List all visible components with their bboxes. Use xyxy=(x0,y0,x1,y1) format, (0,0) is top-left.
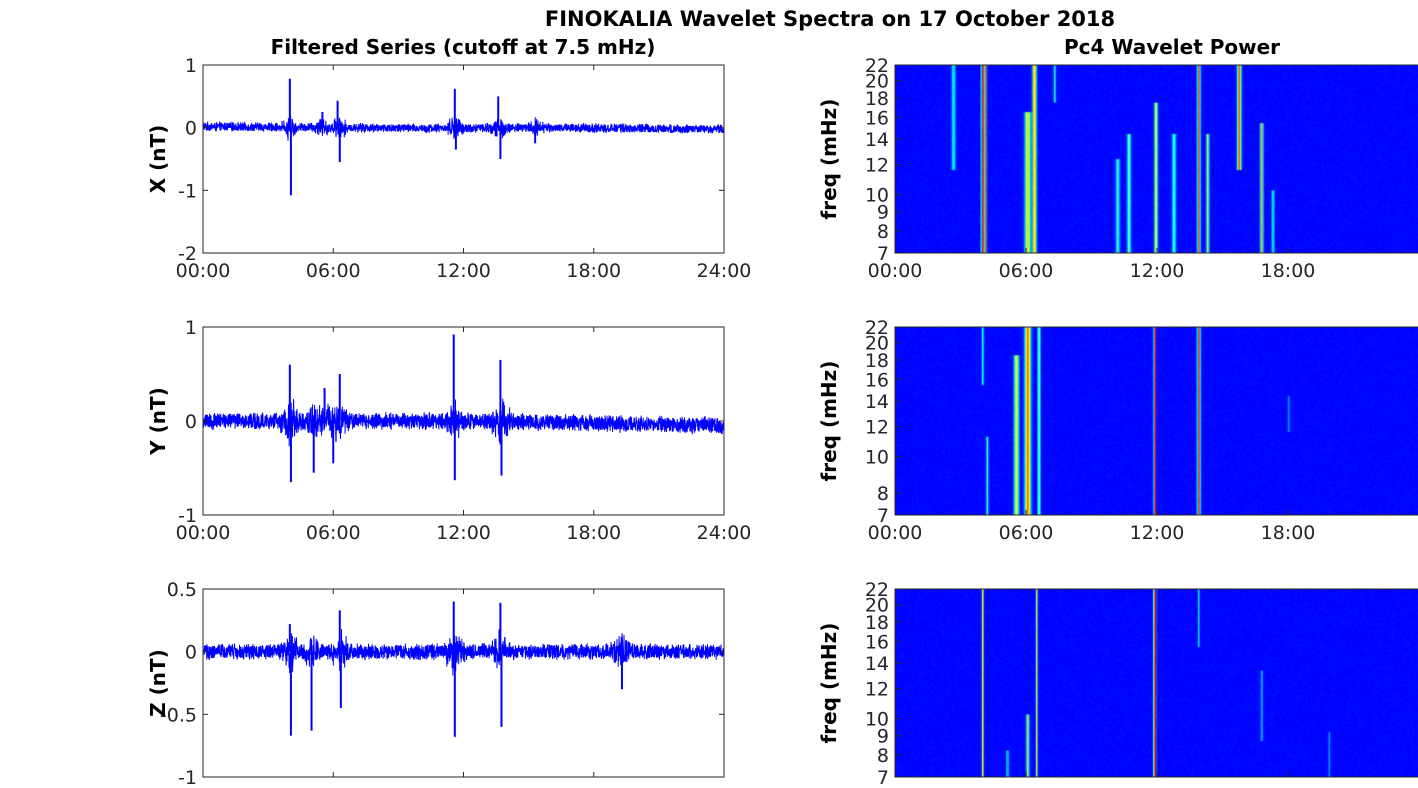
y-tick-label: 0.5 xyxy=(167,579,197,601)
plot-frame xyxy=(894,588,1418,778)
x-tick-label: 00:00 xyxy=(176,522,231,544)
y-tick-label: 8 xyxy=(877,745,889,767)
y-tick-label: 12 xyxy=(865,155,889,177)
y-tick-label: 0 xyxy=(185,411,197,433)
line-panel-y: 1 0 -100:00 06:00 12:00 18:00 24:00 Y (nT) xyxy=(146,317,751,544)
y-axis-label: freq (mHz) xyxy=(817,361,841,482)
wavelet-power-image xyxy=(895,65,1418,253)
y-tick-label: 12 xyxy=(865,417,889,439)
y-axis-label: freq (mHz) xyxy=(817,99,841,220)
y-axis-label: X (nT) xyxy=(146,125,170,194)
y-tick-label: 16 xyxy=(865,631,889,653)
figure-suptitle: FINOKALIA Wavelet Spectra on 17 October … xyxy=(545,7,1115,31)
x-tick-label: 18:00 xyxy=(566,260,621,282)
y-tick-label: 10 xyxy=(865,184,889,206)
x-tick-label: 12:00 xyxy=(436,522,491,544)
y-tick-label: -2 xyxy=(178,243,197,265)
y-tick-label: 1 xyxy=(185,317,197,339)
y-tick-label: 10 xyxy=(865,708,889,730)
line-panel-x: 1 0 -1 -200:00 06:00 12:00 18:00 24:00 X (nT) xyxy=(146,55,751,282)
y-tick-label: 9 xyxy=(877,202,889,224)
plot-area-background xyxy=(203,589,724,777)
y-tick-label: 22 xyxy=(865,55,889,77)
y-tick-label: 18 xyxy=(865,612,889,634)
x-tick-label: 00:00 xyxy=(868,260,923,282)
x-tick-label: 06:00 xyxy=(999,522,1054,544)
y-tick-label: 14 xyxy=(865,391,889,413)
x-tick-label: 00:00 xyxy=(176,260,231,282)
wavelet-power-image xyxy=(895,327,1418,515)
y-tick-label: 9 xyxy=(877,726,889,748)
y-tick-label: 16 xyxy=(865,107,889,129)
y-tick-label: 14 xyxy=(865,129,889,151)
left-column-title: Filtered Series (cutoff at 7.5 mHz) xyxy=(271,35,656,59)
x-tick-label: 18:00 xyxy=(1261,260,1316,282)
y-axis-label: Y (nT) xyxy=(146,387,170,456)
y-tick-label: 1 xyxy=(185,55,197,77)
series-trace xyxy=(203,629,724,677)
y-tick-label: 0 xyxy=(185,642,197,664)
x-tick-label: 24:00 xyxy=(697,522,752,544)
x-tick-label: 12:00 xyxy=(1130,260,1185,282)
x-tick-label: 06:00 xyxy=(306,260,361,282)
y-tick-label: 8 xyxy=(877,221,889,243)
x-tick-label: 24:00 xyxy=(697,260,752,282)
x-tick-label: 12:00 xyxy=(436,260,491,282)
y-tick-label: 16 xyxy=(865,369,889,391)
y-tick-label: 22 xyxy=(865,317,889,339)
y-tick-label: 0 xyxy=(185,118,197,140)
x-tick-label: 00:00 xyxy=(868,522,923,544)
y-tick-label: 20 xyxy=(865,595,889,617)
y-tick-label: -1 xyxy=(178,505,197,527)
x-tick-label: 06:00 xyxy=(306,522,361,544)
y-tick-label: 20 xyxy=(865,333,889,355)
y-tick-label: 12 xyxy=(865,679,889,701)
plot-frame xyxy=(894,64,1418,254)
y-tick-label: 22 xyxy=(865,579,889,601)
x-tick-label: 18:00 xyxy=(1261,522,1316,544)
y-axis-label: freq (mHz) xyxy=(817,623,841,744)
y-tick-label: 7 xyxy=(877,767,889,788)
y-tick-label: -1 xyxy=(178,180,197,202)
y-tick-label: 18 xyxy=(865,88,889,110)
y-tick-label: 20 xyxy=(865,71,889,93)
line-panel-z: 0.5 0 -0.5 -1 Z (nT) xyxy=(146,579,725,788)
x-tick-label: 18:00 xyxy=(566,522,621,544)
y-tick-label: -0.5 xyxy=(160,704,197,726)
y-tick-label: 8 xyxy=(877,483,889,505)
y-tick-label: 10 xyxy=(865,446,889,468)
right-column-title: Pc4 Wavelet Power xyxy=(1064,35,1280,59)
plot-frame xyxy=(894,326,1418,516)
plot-area-background xyxy=(203,65,724,253)
y-tick-label: 18 xyxy=(865,350,889,372)
wavelet-power-image xyxy=(895,589,1418,777)
x-tick-label: 06:00 xyxy=(999,260,1054,282)
y-tick-label: -1 xyxy=(178,767,197,788)
x-tick-label: 12:00 xyxy=(1130,522,1185,544)
y-tick-label: 14 xyxy=(865,653,889,675)
series-trace xyxy=(203,114,724,141)
y-tick-label: 7 xyxy=(877,505,889,527)
y-axis-label: Z (nT) xyxy=(146,649,170,717)
y-tick-label: 7 xyxy=(877,243,889,265)
